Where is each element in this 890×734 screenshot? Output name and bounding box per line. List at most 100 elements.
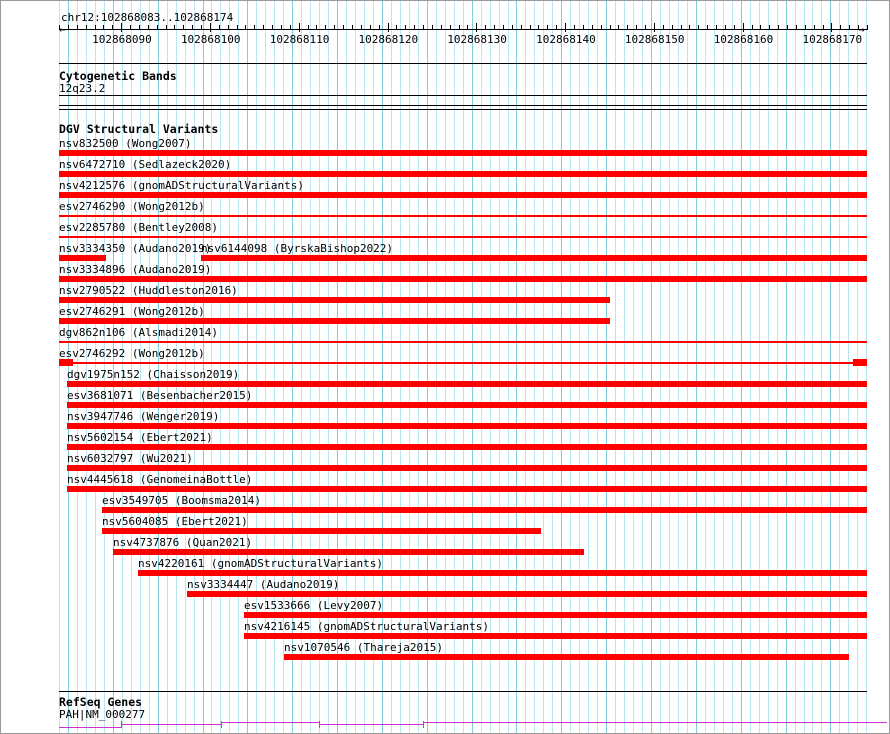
variant-label[interactable]: nsv3947746 (Wenger2019): [67, 410, 220, 423]
ruler-tick: [228, 25, 229, 30]
variant-bar[interactable]: [59, 150, 867, 156]
ruler-tick: [316, 25, 317, 30]
variant-label[interactable]: esv2746291 (Wong2012b): [59, 305, 205, 318]
variant-label[interactable]: nsv3334350 (Audano2019): [59, 242, 212, 255]
variant-bar-cap[interactable]: [853, 359, 867, 366]
variant-label[interactable]: nsv4212576 (gnomADStructuralVariants): [59, 179, 305, 192]
variant-bar[interactable]: [59, 341, 867, 343]
variant-bar[interactable]: [187, 591, 867, 597]
ruler-tick: [388, 23, 389, 32]
ruler-tick: [867, 25, 868, 30]
ruler-tick: [308, 25, 309, 30]
variant-label[interactable]: nsv4216145 (gnomADStructuralVariants): [244, 620, 490, 633]
ruler-tick: [103, 25, 104, 30]
ruler-tick-label: 102868110: [269, 33, 330, 46]
ruler-tick: [441, 25, 442, 30]
variant-bar[interactable]: [67, 486, 867, 492]
variant-bar[interactable]: [59, 318, 610, 324]
gene-segment[interactable]: [59, 727, 121, 728]
gene-segment[interactable]: [221, 722, 319, 723]
variant-label[interactable]: esv2746292 (Wong2012b): [59, 347, 205, 360]
ruler-tick: [334, 25, 335, 30]
variant-bar[interactable]: [59, 255, 106, 261]
ruler-tick: [423, 25, 424, 30]
variant-bar[interactable]: [59, 236, 867, 238]
variant-bar[interactable]: [59, 297, 610, 303]
variant-label[interactable]: nsv1070546 (Thareja2015): [284, 641, 443, 654]
variant-label[interactable]: nsv5602154 (Ebert2021): [67, 431, 213, 444]
gene-segment[interactable]: [121, 724, 221, 725]
gene-segment[interactable]: [319, 724, 423, 725]
variant-label[interactable]: nsv6032797 (Wu2021): [67, 452, 193, 465]
variant-bar[interactable]: [67, 402, 867, 408]
variant-bar[interactable]: [59, 276, 867, 282]
variant-bar[interactable]: [201, 255, 867, 261]
section-title-refseq: RefSeq Genes: [59, 695, 143, 709]
variant-bar[interactable]: [102, 528, 541, 534]
gene-segment[interactable]: [423, 722, 887, 723]
variant-label[interactable]: nsv3334447 (Audano2019): [187, 578, 340, 591]
variant-bar[interactable]: [113, 549, 584, 555]
ruler-tick-label: 102868160: [713, 33, 774, 46]
variant-bar[interactable]: [59, 192, 867, 198]
variant-bar[interactable]: [284, 654, 849, 660]
refseq-gene-label[interactable]: PAH|NM_000277: [59, 708, 146, 721]
ruler-tick-label: 102868120: [358, 33, 419, 46]
variant-bar[interactable]: [244, 612, 867, 618]
variant-bar[interactable]: [59, 215, 867, 217]
section-title-dgv: DGV Structural Variants: [59, 122, 219, 136]
ruler-tick: [814, 25, 815, 30]
variant-bar[interactable]: [67, 381, 867, 387]
variant-label[interactable]: nsv4445618 (GenomeinaBottle): [67, 473, 253, 486]
variant-label[interactable]: esv2746290 (Wong2012b): [59, 200, 205, 213]
ruler-tick: [210, 23, 211, 32]
ruler-tick: [823, 25, 824, 30]
ruler-tick: [254, 25, 255, 30]
variant-label[interactable]: esv3681071 (Besenbacher2015): [67, 389, 253, 402]
variant-bar[interactable]: [102, 507, 867, 513]
ruler-tick: [245, 25, 246, 30]
variant-bar-cap[interactable]: [59, 359, 73, 366]
variant-label[interactable]: dgv862n106 (Alsmadi2014): [59, 326, 218, 339]
ruler-tick-label: 102868140: [536, 33, 596, 46]
gene-exon-tick: [319, 721, 320, 728]
ruler-tick-label: 102868100: [180, 33, 241, 46]
variant-bar[interactable]: [67, 444, 867, 450]
variant-label[interactable]: nsv4737876 (Quan2021): [113, 536, 253, 549]
ruler-tick: [743, 23, 744, 32]
variant-label[interactable]: nsv2790522 (Huddleston2016): [59, 284, 238, 297]
divider-top-dgv-2: [59, 109, 867, 110]
variant-label[interactable]: nsv6472710 (Sedlazeck2020): [59, 158, 232, 171]
variant-label[interactable]: esv2285780 (Bentley2008): [59, 221, 218, 234]
ruler-tick: [734, 25, 735, 30]
variant-bar[interactable]: [59, 362, 867, 364]
ruler-tick: [787, 25, 788, 30]
ruler-tick: [68, 25, 69, 30]
ruler-tick: [831, 23, 832, 32]
variant-bar[interactable]: [67, 423, 867, 429]
variant-label[interactable]: nsv6144098 (ByrskaBishop2022): [201, 242, 394, 255]
ruler-tick: [281, 25, 282, 30]
variant-bar[interactable]: [138, 570, 867, 576]
divider-cyto-bottom: [59, 95, 867, 96]
variant-label[interactable]: dgv1975n152 (Chaisson2019): [67, 368, 240, 381]
ruler-tick-label: 102868090: [92, 33, 152, 46]
variant-label[interactable]: esv1533666 (Levy2007): [244, 599, 384, 612]
cytogenetic-band-label[interactable]: 12q23.2: [59, 82, 106, 95]
ruler-tick: [450, 25, 451, 30]
ruler-tick: [849, 25, 850, 30]
gene-exon-tick: [121, 721, 122, 728]
variant-bar[interactable]: [67, 465, 867, 471]
ruler-tick: [86, 25, 87, 30]
ruler-tick: [778, 25, 779, 30]
variant-label[interactable]: esv3549705 (Boomsma2014): [102, 494, 261, 507]
variant-bar[interactable]: [59, 171, 867, 177]
ruler-tick: [405, 25, 406, 30]
variant-label[interactable]: nsv832500 (Wong2007): [59, 137, 192, 150]
variant-bar[interactable]: [244, 633, 867, 639]
variant-label[interactable]: nsv3334896 (Audano2019): [59, 263, 212, 276]
ruler-tick: [467, 25, 468, 30]
ruler-tick: [361, 25, 362, 30]
variant-label[interactable]: nsv5604085 (Ebert2021): [102, 515, 248, 528]
variant-label[interactable]: nsv4220161 (gnomADStructuralVariants): [138, 557, 384, 570]
